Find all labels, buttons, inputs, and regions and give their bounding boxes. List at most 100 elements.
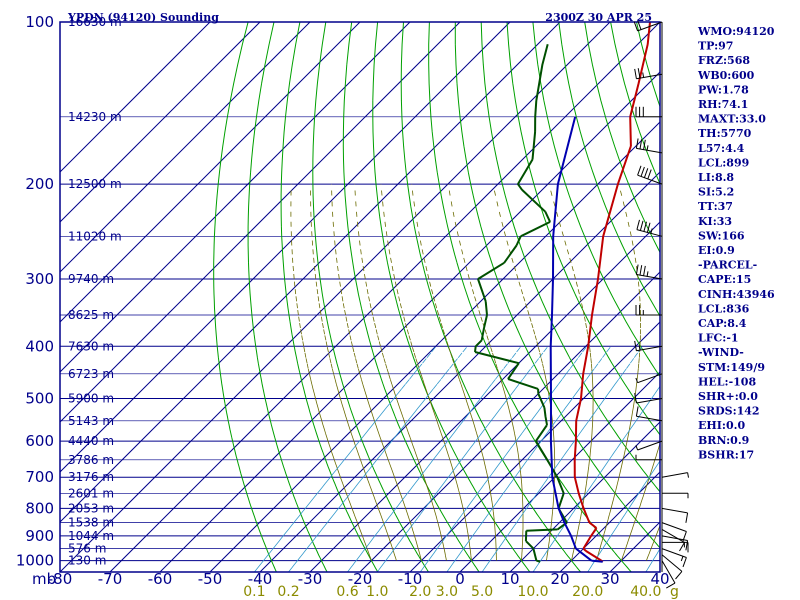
wind-barb xyxy=(662,492,689,499)
isotherm-line xyxy=(259,171,661,573)
moist-adiabat xyxy=(310,184,397,561)
isotherm-line xyxy=(109,21,661,573)
index-line: LFC:-1 xyxy=(698,332,739,345)
isotherm-line xyxy=(209,121,661,573)
isotherm-line xyxy=(59,21,311,273)
index-line: KI:33 xyxy=(698,215,732,228)
isotherm-line xyxy=(59,21,211,173)
temperature-tick-label: 30 xyxy=(600,570,619,588)
height-label: 130 m xyxy=(68,554,106,568)
moist-adiabat xyxy=(380,184,472,561)
moist-adiabat xyxy=(548,183,594,561)
moist-adiabat-lines xyxy=(290,183,661,561)
mixing-ratio-label: 0.2 xyxy=(277,584,299,600)
height-label: 6723 m xyxy=(68,367,114,381)
moist-adiabat xyxy=(447,184,524,561)
index-line: SI:5.2 xyxy=(698,186,734,199)
height-label: 1044 m xyxy=(68,529,114,543)
isotherm-line xyxy=(59,21,561,523)
index-line: SW:166 xyxy=(698,229,745,242)
dry-adiabat xyxy=(584,21,661,253)
temperature-tick-label: 10 xyxy=(500,570,519,588)
dewpoint-profile xyxy=(474,44,568,563)
wind-barb xyxy=(661,528,685,552)
wind-barb xyxy=(634,340,663,352)
mixing-ratio-line xyxy=(347,346,522,573)
mixing-ratio-labels: 0.1 0.2 0.6 1.0 2.0 3.0 5.0 10.0 20.0 40.0 xyxy=(243,584,661,600)
plot-frame xyxy=(59,21,661,573)
height-label: 576 m xyxy=(68,542,106,556)
pressure-label: 400 xyxy=(25,337,54,355)
index-line: RH:74.1 xyxy=(698,98,748,111)
moist-adiabat xyxy=(621,443,661,561)
pressure-label: 100 xyxy=(25,13,54,31)
station-title: YPDN (94120) Sounding xyxy=(67,11,219,24)
wind-barb xyxy=(635,440,663,451)
wind-barb xyxy=(661,507,689,523)
temperature-tick-label: -10 xyxy=(398,570,423,588)
wind-barb xyxy=(635,305,662,316)
dry-adiabat-lines xyxy=(213,21,661,573)
temperature-tick-label: -30 xyxy=(298,570,323,588)
wind-barb xyxy=(635,373,663,384)
moist-adiabat xyxy=(492,184,556,561)
isotherm-line xyxy=(559,471,661,573)
height-label: 5143 m xyxy=(68,414,114,428)
index-line: STM:149/9 xyxy=(698,361,765,374)
height-label: 4440 m xyxy=(68,434,114,448)
index-line: CAP:8.4 xyxy=(698,317,747,330)
isotherm-line xyxy=(309,221,661,573)
index-line: FRZ:568 xyxy=(698,54,750,67)
index-line: LI:8.8 xyxy=(698,171,734,184)
index-line: TH:5770 xyxy=(698,127,752,140)
moist-adiabat xyxy=(646,525,661,561)
mixing-ratio-label: 5.0 xyxy=(471,584,493,600)
isobar-lines xyxy=(60,21,660,562)
mixing-ratio-label: 0.6 xyxy=(336,584,358,600)
temperature-tick-label: -40 xyxy=(248,570,273,588)
index-line: LCL:836 xyxy=(698,302,750,315)
height-label: 14230 m xyxy=(68,110,122,124)
temperature-tick-label: -20 xyxy=(348,570,373,588)
isotherm-line xyxy=(459,371,661,573)
wind-barb xyxy=(635,138,663,154)
mixing-ratio-label: 40.0 xyxy=(630,584,661,600)
temperature-profile xyxy=(573,21,651,563)
index-line: EI:0.9 xyxy=(698,244,735,257)
height-label: 3786 m xyxy=(68,453,114,467)
wind-barb xyxy=(661,522,687,542)
moist-adiabat xyxy=(331,184,422,561)
temperature-tick-label: -50 xyxy=(198,570,223,588)
wind-barb xyxy=(636,219,663,237)
wind-barb xyxy=(635,406,663,422)
index-line: -PARCEL- xyxy=(698,259,757,272)
mixing-ratio-label: 2.0 xyxy=(409,584,431,600)
wind-barb xyxy=(634,393,663,404)
dry-adiabat xyxy=(636,21,661,107)
plot-border xyxy=(59,21,661,573)
isotherm-line xyxy=(59,21,361,323)
temperature-tick-label: -80 xyxy=(48,570,73,588)
index-line: MAXT:33.0 xyxy=(698,113,766,126)
index-line: TP:97 xyxy=(698,40,733,53)
height-label: 1538 m xyxy=(68,516,114,530)
pressure-label: 800 xyxy=(25,499,54,517)
height-label: 2601 m xyxy=(68,486,114,500)
temperature-tick-label: -70 xyxy=(98,570,123,588)
index-line: EHI:0.0 xyxy=(698,419,745,432)
wind-barbs xyxy=(633,20,689,589)
pressure-label: 200 xyxy=(25,175,54,193)
isotherm-line xyxy=(59,21,611,573)
index-line: WMO:94120 xyxy=(697,25,775,38)
moist-adiabat xyxy=(411,184,497,561)
dry-adiabat xyxy=(280,21,379,573)
pressure-label: 900 xyxy=(25,527,54,545)
wind-barb xyxy=(634,68,663,80)
isotherm-line xyxy=(59,21,511,473)
temperature-tick-labels: -80 -70 -60 -50 -40 -30 -20 -10 0 10 20 30 40 xyxy=(48,570,670,588)
wind-barb xyxy=(661,554,683,580)
index-line: CINH:43946 xyxy=(698,288,775,301)
